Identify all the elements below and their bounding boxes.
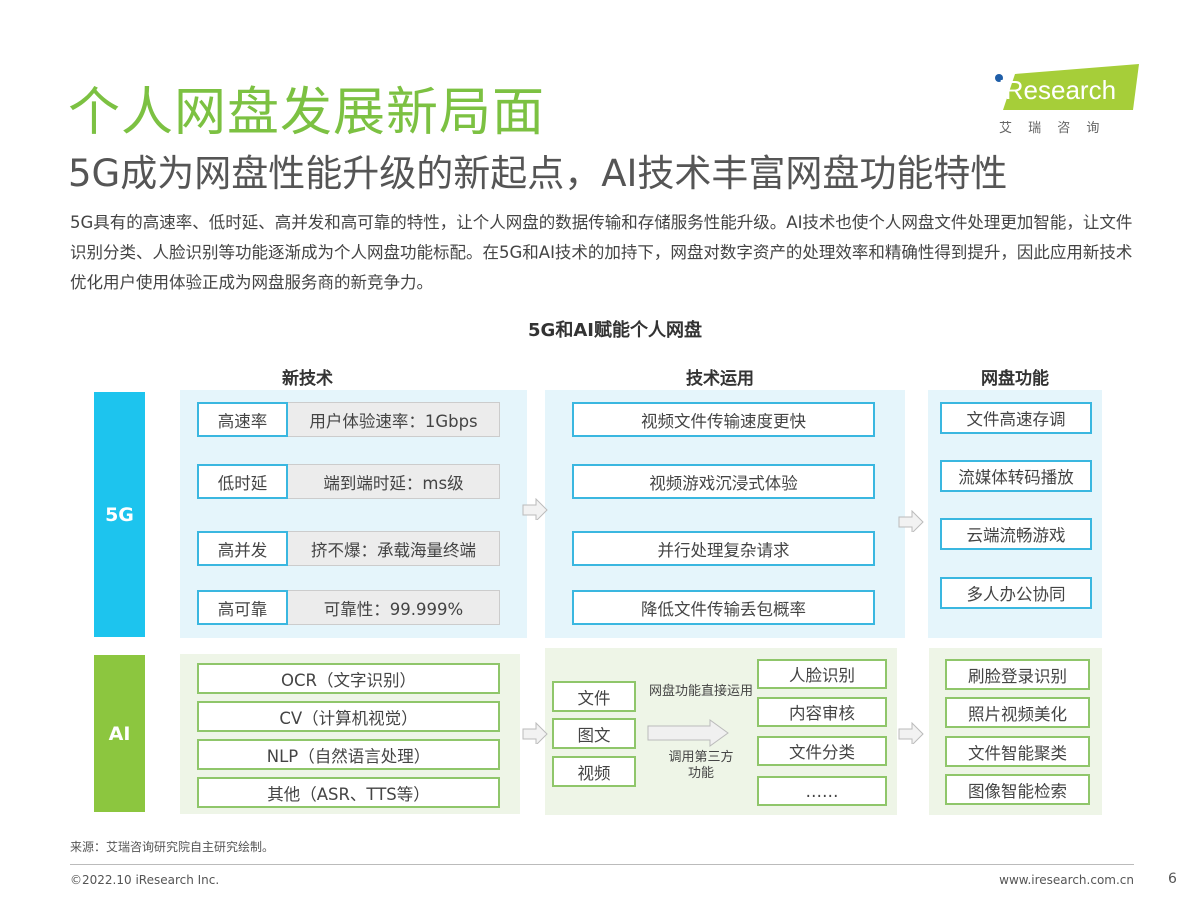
tech-label: 高可靠	[197, 590, 288, 625]
tech-label: 高并发	[197, 531, 288, 566]
ai-app-box: ……	[757, 776, 887, 806]
ai-input-box: 视频	[552, 756, 636, 787]
app-box: 视频文件传输速度更快	[572, 402, 875, 437]
ai-function-box: 文件智能聚类	[945, 736, 1090, 767]
fiveg-bar: 5G	[94, 392, 145, 637]
ai-input-box: 图文	[552, 718, 636, 749]
arrow-label-direct: 网盘功能直接运用	[648, 684, 753, 699]
website-link[interactable]: www.iresearch.com.cn	[999, 873, 1134, 887]
arrow-right-icon	[522, 722, 548, 744]
app-box: 降低文件传输丢包概率	[572, 590, 875, 625]
tech-value: 可靠性：99.999%	[288, 590, 500, 625]
ai-app-box: 人脸识别	[757, 659, 887, 689]
function-box: 云端流畅游戏	[940, 518, 1092, 550]
tech-value: 挤不爆：承载海量终端	[288, 531, 500, 566]
body-text: 5G具有的高速率、低时延、高并发和高可靠的特性，让个人网盘的数据传输和存储服务性…	[70, 213, 1133, 292]
diagram-title: 5G和AI赋能个人网盘	[528, 320, 702, 341]
function-box: 文件高速存调	[940, 402, 1092, 434]
page-title: 个人网盘发展新局面	[68, 83, 546, 143]
app-box: 视频游戏沉浸式体验	[572, 464, 875, 499]
iresearch-logo: iResearch 艾 瑞 咨 询	[993, 62, 1143, 142]
ai-function-box: 刷脸登录识别	[945, 659, 1090, 690]
svg-text:iResearch: iResearch	[999, 75, 1116, 105]
ai-function-box: 照片视频美化	[945, 697, 1090, 728]
ai-app-box: 文件分类	[757, 736, 887, 766]
column-header-functions: 网盘功能	[981, 369, 1049, 389]
source-note: 来源：艾瑞咨询研究院自主研究绘制。	[70, 840, 275, 854]
ai-tech-box: OCR（文字识别）	[197, 663, 500, 694]
arrow-right-icon	[898, 722, 924, 744]
column-header-apps: 技术运用	[686, 369, 754, 389]
tech-label: 低时延	[197, 464, 288, 499]
arrow-label-third-party: 调用第三方功能	[668, 750, 734, 781]
tech-value: 端到端时延：ms级	[288, 464, 500, 499]
long-arrow-icon	[647, 719, 729, 747]
arrow-right-icon	[898, 510, 924, 532]
tech-label: 高速率	[197, 402, 288, 437]
footer-divider	[70, 864, 1134, 865]
ai-bar: AI	[94, 655, 145, 812]
function-box: 流媒体转码播放	[940, 460, 1092, 492]
app-box: 并行处理复杂请求	[572, 531, 875, 566]
copyright: ©2022.10 iResearch Inc.	[70, 873, 220, 887]
function-box: 多人办公协同	[940, 577, 1092, 609]
logo-graphic-icon: iResearch 艾 瑞 咨 询	[995, 64, 1139, 136]
page-subtitle: 5G成为网盘性能升级的新起点，AI技术丰富网盘功能特性	[68, 152, 1008, 195]
arrow-right-icon	[522, 498, 548, 520]
ai-tech-box: NLP（自然语言处理）	[197, 739, 500, 770]
ai-input-box: 文件	[552, 681, 636, 712]
ai-app-box: 内容审核	[757, 697, 887, 727]
column-header-tech: 新技术	[282, 369, 333, 389]
svg-text:艾 瑞 咨 询: 艾 瑞 咨 询	[999, 121, 1105, 136]
tech-value: 用户体验速率：1Gbps	[288, 402, 500, 437]
ai-function-box: 图像智能检索	[945, 774, 1090, 805]
ai-tech-box: CV（计算机视觉）	[197, 701, 500, 732]
ai-tech-box: 其他（ASR、TTS等）	[197, 777, 500, 808]
page-number: 6	[1168, 871, 1177, 887]
